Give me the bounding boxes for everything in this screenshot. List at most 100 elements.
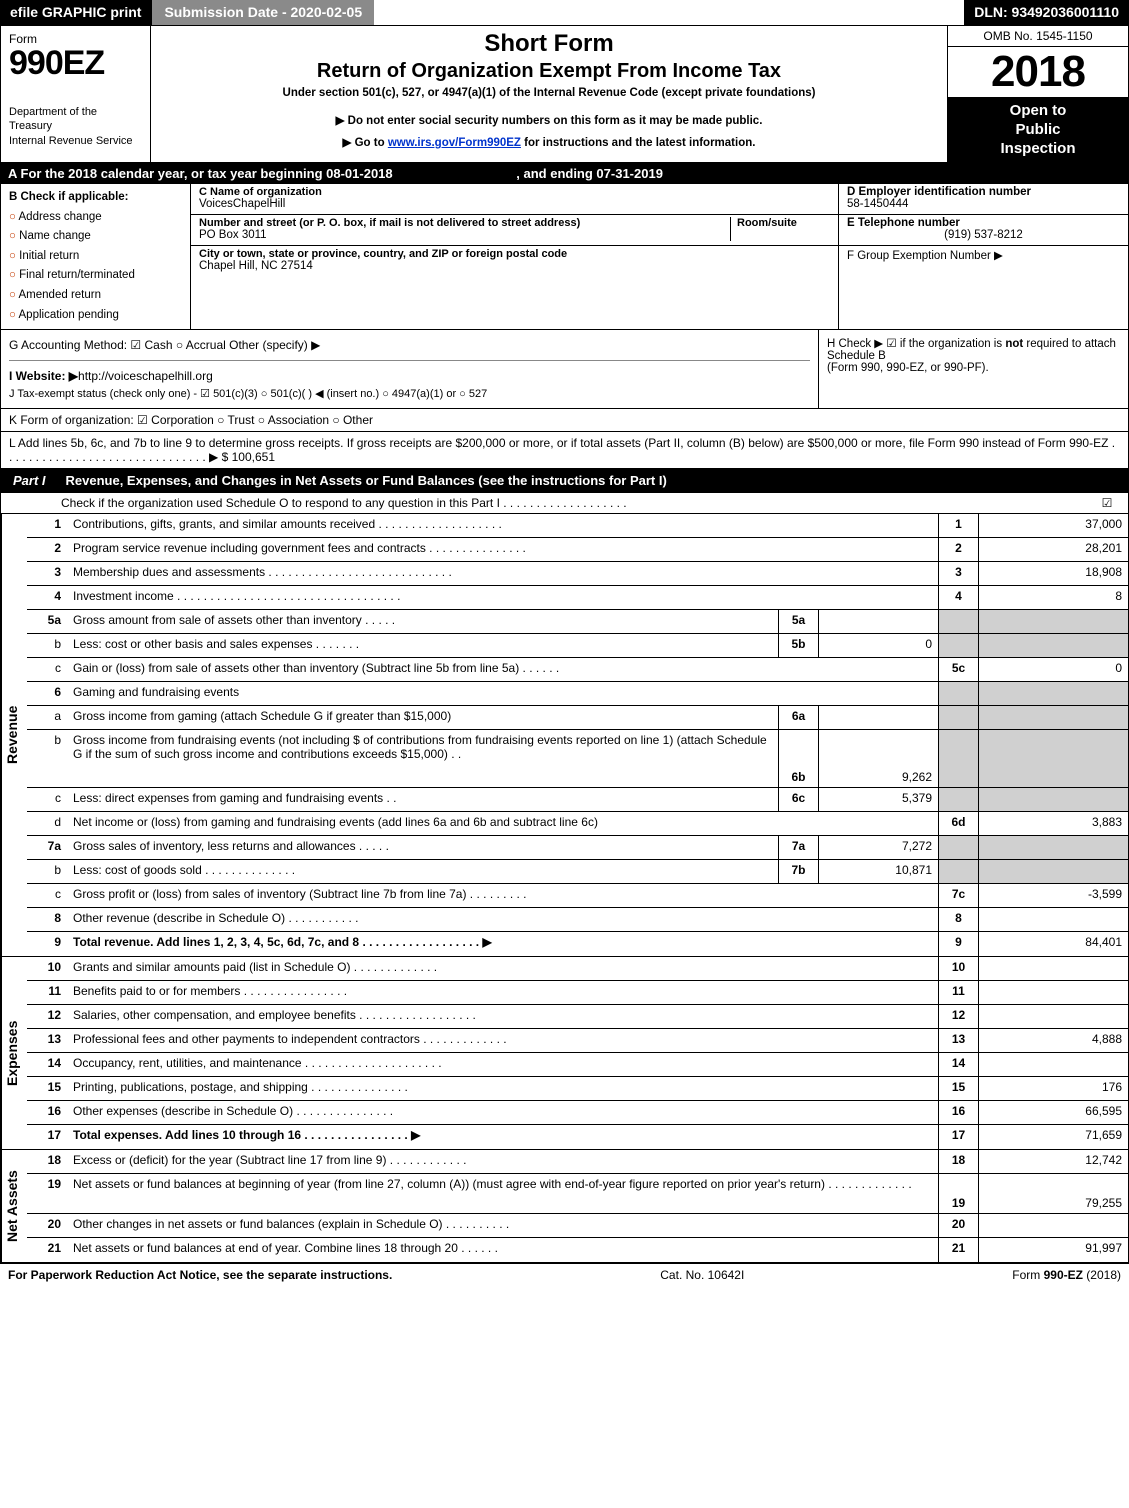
line-7a-rnum [938, 836, 978, 859]
check-address-change[interactable]: Address change [9, 208, 182, 228]
line-1-desc: Contributions, gifts, grants, and simila… [67, 514, 938, 537]
line-5b-amt [978, 634, 1128, 657]
line-13-amt: 4,888 [978, 1029, 1128, 1052]
goto-link[interactable]: www.irs.gov/Form990EZ [388, 137, 521, 149]
line-13-num: 13 [27, 1029, 67, 1052]
efile-print-label: efile GRAPHIC print [0, 0, 152, 25]
line-16-rnum: 16 [938, 1101, 978, 1124]
k-form-of-org: K Form of organization: ☑ Corporation ○ … [0, 409, 1129, 432]
line-5a-rnum [938, 610, 978, 633]
line-10-desc: Grants and similar amounts paid (list in… [67, 957, 938, 980]
line-5b-inum: 5b [778, 634, 818, 657]
line-19-rnum: 19 [938, 1174, 978, 1213]
line-5a-amt [978, 610, 1128, 633]
line-10-amt [978, 957, 1128, 980]
check-initial-return[interactable]: Initial return [9, 247, 182, 267]
line-7c-rnum: 7c [938, 884, 978, 907]
line-15-amt: 176 [978, 1077, 1128, 1100]
line-6-amt [978, 682, 1128, 705]
line-14-desc: Occupancy, rent, utilities, and maintena… [67, 1053, 938, 1076]
check-final-return[interactable]: Final return/terminated [9, 266, 182, 286]
line-11-rnum: 11 [938, 981, 978, 1004]
line-5b-desc: Less: cost or other basis and sales expe… [67, 634, 778, 657]
tax-year: 2018 [948, 47, 1128, 98]
line-21-num: 21 [27, 1238, 67, 1262]
footer-right-post: (2018) [1083, 1268, 1121, 1282]
line-5b-num: b [27, 634, 67, 657]
line-6b-num: b [27, 730, 67, 787]
line-7b-desc: Less: cost of goods sold . . . . . . . .… [67, 860, 778, 883]
line-11-amt [978, 981, 1128, 1004]
line-17-rnum: 17 [938, 1125, 978, 1149]
street-value: PO Box 3011 [199, 229, 267, 241]
website-link[interactable]: http://voiceschapelhill.org [78, 369, 213, 383]
line-6a-amt [978, 706, 1128, 729]
line-12-rnum: 12 [938, 1005, 978, 1028]
line-7b-num: b [27, 860, 67, 883]
open-to-public: Open to Public Inspection [948, 98, 1128, 162]
line-5a-iamt [818, 610, 938, 633]
check-name-change[interactable]: Name change [9, 227, 182, 247]
c-name-label: C Name of organization [199, 186, 322, 198]
line-12-desc: Salaries, other compensation, and employ… [67, 1005, 938, 1028]
line-6-desc: Gaming and fundraising events [67, 682, 938, 705]
l-gross-receipts: L Add lines 5b, 6c, and 7b to line 9 to … [0, 432, 1129, 469]
h-check-text-3: (Form 990, 990-EZ, or 990-PF). [827, 362, 989, 374]
line-6b-amt [978, 730, 1128, 787]
line-10-num: 10 [27, 957, 67, 980]
line-16-num: 16 [27, 1101, 67, 1124]
line-1-rnum: 1 [938, 514, 978, 537]
line-2-num: 2 [27, 538, 67, 561]
line-2-rnum: 2 [938, 538, 978, 561]
j-tax-exempt: J Tax-exempt status (check only one) - ☑… [9, 387, 810, 400]
line-6c-rnum [938, 788, 978, 811]
line-5a-inum: 5a [778, 610, 818, 633]
form-header: Form 990EZ Department of the Treasury In… [0, 26, 1129, 163]
line-7b-iamt: 10,871 [818, 860, 938, 883]
line-5c-num: c [27, 658, 67, 681]
line-6b-rnum [938, 730, 978, 787]
line-6d-desc: Net income or (loss) from gaming and fun… [67, 812, 938, 835]
omb-number: OMB No. 1545-1150 [948, 26, 1128, 47]
line-5b-iamt: 0 [818, 634, 938, 657]
page-footer: For Paperwork Reduction Act Notice, see … [0, 1263, 1129, 1286]
return-of-title: Return of Organization Exempt From Incom… [161, 60, 937, 83]
do-not-enter-text: ▶ Do not enter social security numbers o… [161, 113, 937, 127]
line-20-rnum: 20 [938, 1214, 978, 1237]
line-4-amt: 8 [978, 586, 1128, 609]
revenue-section: Revenue 1Contributions, gifts, grants, a… [0, 514, 1129, 957]
expenses-section: Expenses 10Grants and similar amounts pa… [0, 957, 1129, 1150]
line-13-desc: Professional fees and other payments to … [67, 1029, 938, 1052]
line-6b-inum: 6b [778, 730, 818, 787]
check-application-pending[interactable]: Application pending [9, 306, 182, 326]
line-8-rnum: 8 [938, 908, 978, 931]
ein-value: 58-1450444 [847, 198, 908, 210]
line-14-num: 14 [27, 1053, 67, 1076]
expenses-side-label: Expenses [1, 957, 27, 1149]
line-8-num: 8 [27, 908, 67, 931]
line-12-num: 12 [27, 1005, 67, 1028]
line-6c-inum: 6c [778, 788, 818, 811]
line-21-desc: Net assets or fund balances at end of ye… [67, 1238, 938, 1262]
submission-date: Submission Date - 2020-02-05 [152, 0, 374, 25]
part-1-check-icon: ☑ [1094, 496, 1120, 510]
short-form-title: Short Form [161, 30, 937, 58]
year-line-end: , and ending 07-31-2019 [516, 166, 663, 181]
line-20-num: 20 [27, 1214, 67, 1237]
department-label: Department of the Treasury Internal Reve… [9, 105, 142, 148]
footer-form-ref: Form 990-EZ (2018) [1012, 1268, 1121, 1282]
line-5a-desc: Gross amount from sale of assets other t… [67, 610, 778, 633]
line-18-amt: 12,742 [978, 1150, 1128, 1173]
part-1-sub-text: Check if the organization used Schedule … [61, 496, 627, 510]
line-7a-num: 7a [27, 836, 67, 859]
check-amended-return[interactable]: Amended return [9, 286, 182, 306]
line-7b-amt [978, 860, 1128, 883]
f-group-exemption: F Group Exemption Number ▶ [847, 250, 1003, 262]
h-not: not [1005, 338, 1023, 350]
line-15-desc: Printing, publications, postage, and shi… [67, 1077, 938, 1100]
dln-number: DLN: 93492036001110 [964, 0, 1129, 25]
footer-right-form: 990-EZ [1044, 1268, 1083, 1282]
line-7b-rnum [938, 860, 978, 883]
line-17-amt: 71,659 [978, 1125, 1128, 1149]
line-6c-iamt: 5,379 [818, 788, 938, 811]
